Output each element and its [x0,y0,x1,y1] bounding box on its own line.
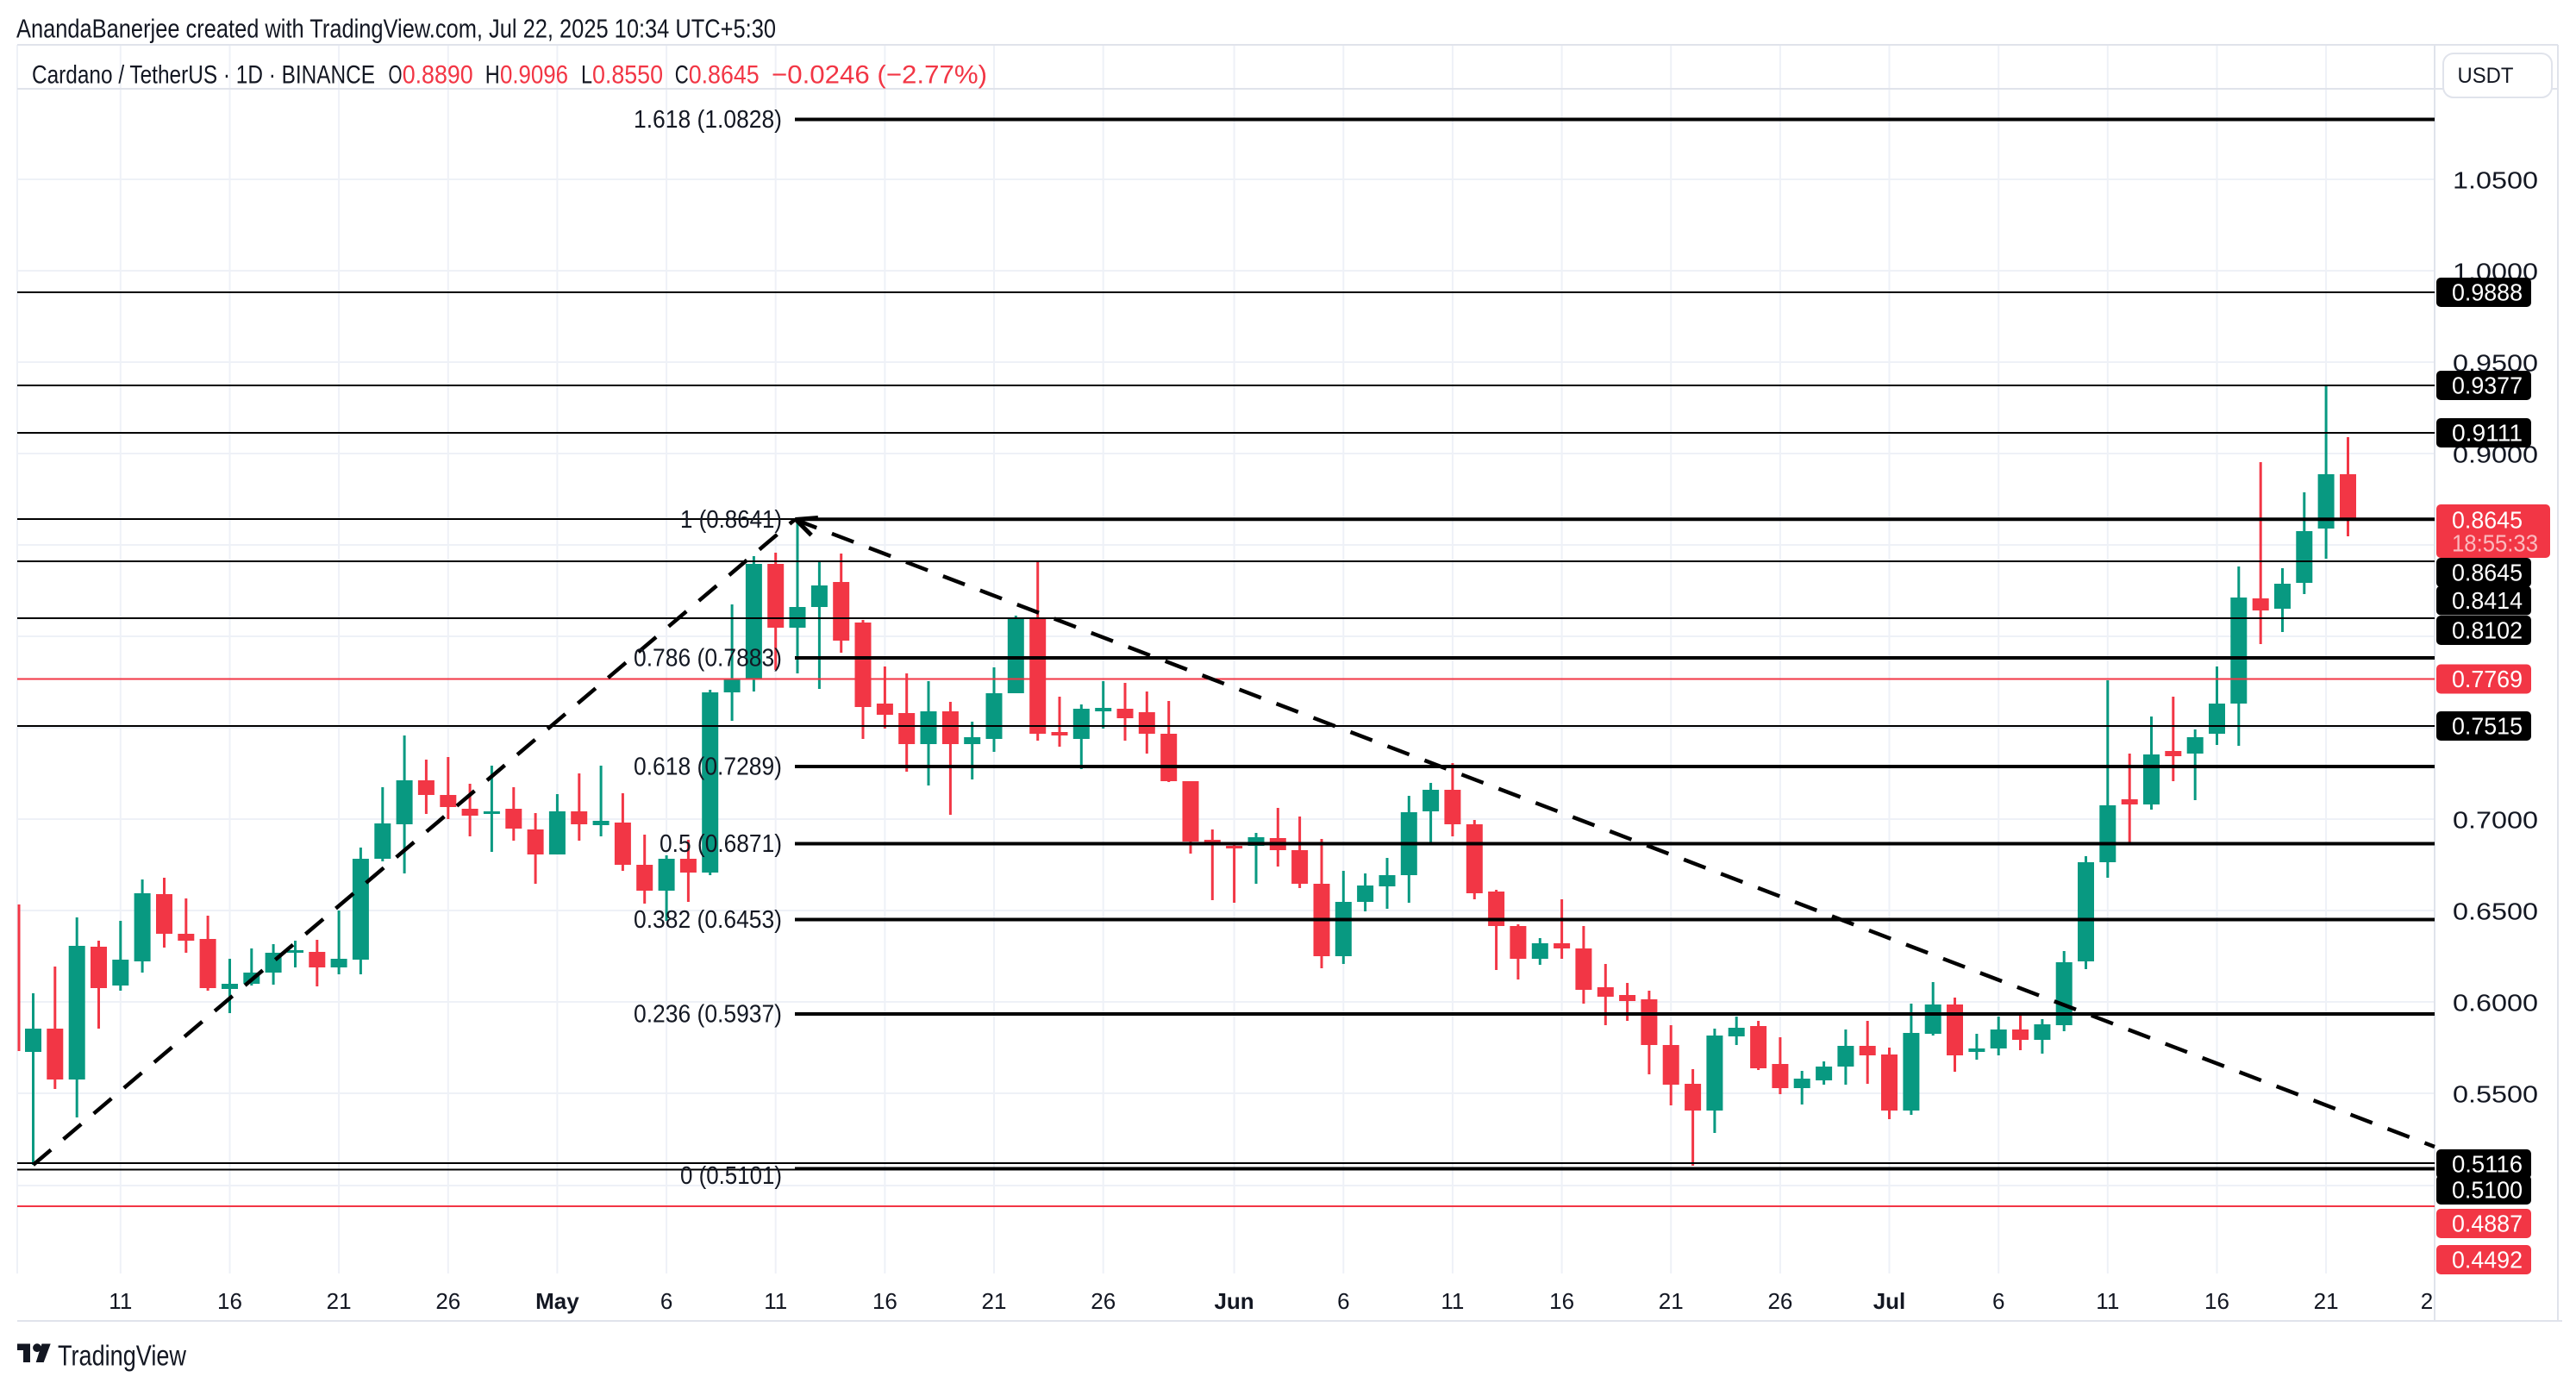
svg-text:11: 11 [1441,1288,1464,1314]
svg-text:21: 21 [2314,1288,2339,1314]
svg-text:6: 6 [660,1288,672,1314]
svg-text:0.9888: 0.9888 [2452,279,2523,306]
svg-text:6: 6 [1992,1288,2004,1314]
svg-text:Cardano / TetherUS · 1D · BINA: Cardano / TetherUS · 1D · BINANCE [32,61,375,90]
svg-text:0.9111: 0.9111 [2452,420,2523,447]
svg-text:6: 6 [1337,1288,1349,1314]
svg-text:11: 11 [2096,1288,2119,1314]
svg-text:0.7769: 0.7769 [2452,666,2523,692]
svg-text:16: 16 [872,1288,897,1314]
svg-text:May: May [535,1288,579,1314]
svg-text:H: H [485,61,500,90]
svg-text:0.6000: 0.6000 [2453,990,2538,1017]
svg-text:0.618 (0.7289): 0.618 (0.7289) [634,754,782,781]
svg-text:0.382 (0.6453): 0.382 (0.6453) [634,906,782,934]
svg-text:0.4887: 0.4887 [2452,1211,2523,1237]
svg-text:0.5100: 0.5100 [2452,1177,2523,1204]
svg-text:21: 21 [982,1288,1007,1314]
svg-text:TradingView: TradingView [58,1340,186,1372]
svg-text:AnandaBanerjee created with Tr: AnandaBanerjee created with TradingView.… [16,14,776,44]
svg-text:C: C [675,61,689,90]
svg-text:0.8645: 0.8645 [2452,560,2523,586]
svg-text:0.9096: 0.9096 [500,61,568,90]
svg-text:0.786 (0.7883): 0.786 (0.7883) [634,645,782,673]
svg-text:26: 26 [1091,1288,1116,1314]
svg-text:USDT: USDT [2458,64,2514,88]
svg-text:0.236 (0.5937): 0.236 (0.5937) [634,1001,782,1029]
svg-text:0 (0.5101): 0 (0.5101) [680,1162,782,1190]
svg-text:0.8414: 0.8414 [2452,587,2523,614]
svg-text:0.7515: 0.7515 [2452,713,2523,740]
svg-text:0.5116: 0.5116 [2452,1151,2523,1178]
svg-text:18:55:33: 18:55:33 [2452,530,2538,557]
svg-text:0.8645: 0.8645 [2452,507,2523,534]
svg-text:16: 16 [1549,1288,1574,1314]
svg-text:O: O [389,61,403,90]
svg-text:26: 26 [1767,1288,1792,1314]
svg-text:0.8645: 0.8645 [689,61,760,90]
svg-text:Jul: Jul [1873,1288,1906,1314]
svg-text:1 (0.8641): 1 (0.8641) [680,506,782,534]
svg-text:1.0500: 1.0500 [2453,167,2538,194]
svg-text:0.7000: 0.7000 [2453,807,2538,834]
svg-text:0.8102: 0.8102 [2452,617,2523,644]
svg-text:0.8890: 0.8890 [403,61,473,90]
svg-text:2: 2 [2421,1288,2433,1314]
svg-text:1.618 (1.0828): 1.618 (1.0828) [634,106,782,134]
svg-text:21: 21 [1659,1288,1684,1314]
svg-text:11: 11 [764,1288,787,1314]
svg-text:0.9377: 0.9377 [2452,372,2523,399]
svg-text:L: L [581,61,592,90]
svg-text:0.5 (0.6871): 0.5 (0.6871) [660,830,782,858]
svg-text:21: 21 [327,1288,352,1314]
svg-text:16: 16 [217,1288,242,1314]
svg-text:16: 16 [2204,1288,2229,1314]
svg-text:11: 11 [109,1288,132,1314]
svg-text:0.6500: 0.6500 [2453,898,2538,925]
svg-text:0.8550: 0.8550 [592,61,663,90]
svg-text:26: 26 [435,1288,460,1314]
svg-text:−0.0246 (−2.77%): −0.0246 (−2.77%) [772,61,987,90]
svg-text:Jun: Jun [1214,1288,1254,1314]
svg-text:0.4492: 0.4492 [2452,1247,2523,1273]
svg-text:0.5500: 0.5500 [2453,1081,2538,1108]
